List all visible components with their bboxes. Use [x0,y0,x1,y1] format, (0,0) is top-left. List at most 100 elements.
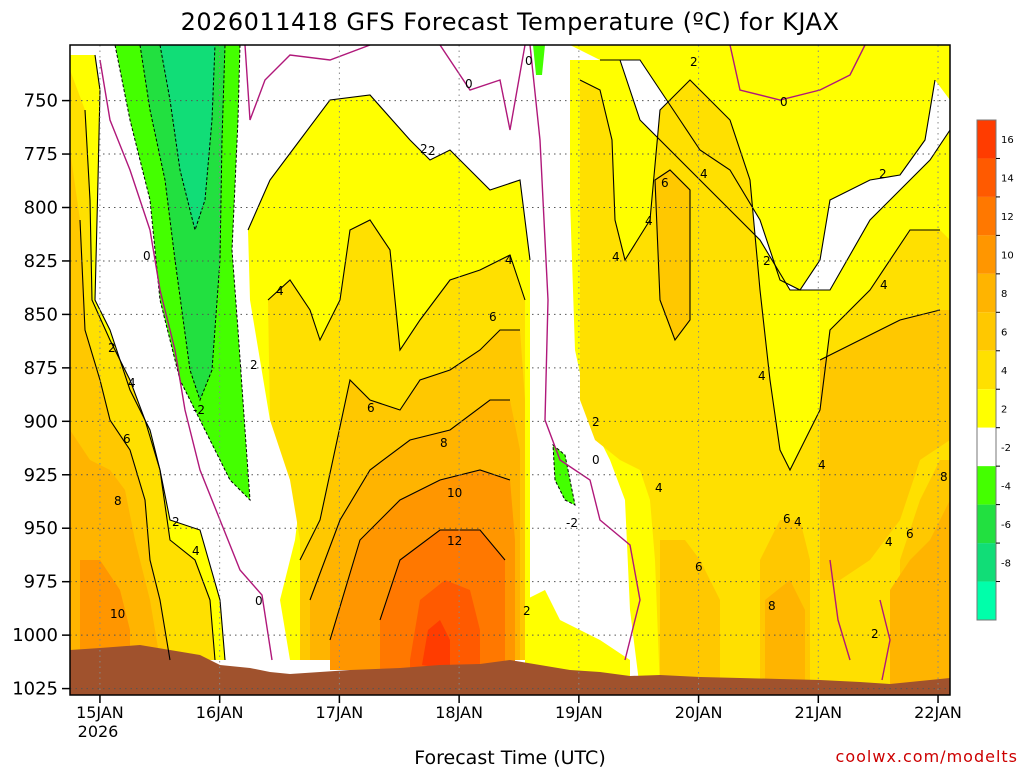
colorbar-label: 12 [1001,212,1014,223]
contour-label: 4 [794,515,802,529]
fill-region-8-10-c [890,500,950,690]
colorbar-label: -2 [1001,443,1011,454]
fill-region-2-4-e [525,590,630,690]
contour-line-6c [654,169,691,342]
colorbar-label: 14 [1001,174,1014,185]
contour-line-2d [600,59,936,291]
zero-isotherm-d [529,45,641,661]
y-tick-label: 950 [24,518,58,539]
y-tick-label: 800 [24,198,58,219]
plot-frame [69,44,951,696]
contour-line-12 [379,529,506,621]
colorbar-swatch [977,235,996,274]
fill-region-6-8-c [655,170,690,340]
time-gridlines [99,45,939,695]
contour-line-minus4 [139,45,226,402]
contour-label: 8 [768,599,776,613]
zero-isotherm-f [829,559,851,661]
zero-isotherm-c [439,45,526,131]
colorbar-swatch [977,273,996,313]
x-year-label: 2026 [78,722,119,741]
colorbar-label: 4 [1001,366,1007,377]
fill-region-2-4-c [570,45,950,290]
contour-label: 8 [114,494,122,508]
x-tick-label: 17JAN [316,703,364,722]
x-tick-label: 18JAN [435,703,483,722]
contour-label: 6 [695,560,703,574]
contour-line-4b [267,219,526,352]
contour-label: -2 [193,403,205,417]
y-tick-label: 825 [24,251,58,272]
contour-label: 2 [420,142,428,156]
colorbar-swatch [977,389,996,428]
chart-title: 2026011418 GFS Forecast Temperature (ºC)… [181,8,840,36]
contour-label: 4 [645,214,653,228]
y-tick-label: 750 [24,91,58,112]
contour-label: 0 [592,453,600,467]
y-tick-label: 900 [24,411,58,432]
contour-label: 6 [123,432,131,446]
temperature-field [70,45,950,695]
contour-label: 6 [906,527,914,541]
contour-label: 10 [447,486,462,500]
contour-line-2 [94,54,226,661]
terrain [70,645,950,695]
colorbar-swatch [977,466,996,505]
contour-label: 2 [172,515,180,529]
y-axis: 750 775 800 825 850 875 900 925 950 975 1000 1025 [12,91,70,700]
colorbar-swatch [977,350,996,390]
contour-label: 4 [885,535,893,549]
contour-line-minus2 [114,45,251,502]
fill-region-minus2-minus4-top [533,45,545,75]
contour-line-minus6 [159,45,216,232]
colorbar-swatch [977,312,996,351]
contour-label: 2 [428,144,436,158]
colorbar-swatch [977,543,996,582]
contour-labels: 0 0 0 0 0 0 2 2 2 2 2 2 2 2 2 2 2 -2 -2 … [108,54,948,641]
colorbar-label: 16 [1001,135,1014,146]
fill-region-minus6-minus8 [160,45,215,230]
colorbar-label: -4 [1001,481,1011,492]
colorbar-swatch [977,196,996,236]
contour-label: 2 [871,627,879,641]
contour-label: 8 [940,470,948,484]
x-tick-label: 21JAN [794,703,842,722]
y-tick-label: 1000 [12,625,58,646]
contour-label: 4 [700,167,708,181]
colorbar: 16 14 12 10 8 6 4 2 -2 -4 -6 -8 [976,119,1014,621]
contour-label: 4 [655,481,663,495]
contour-line-4 [84,109,216,661]
contour-label: 2 [879,167,887,181]
contour-line-6d [819,309,941,361]
colorbar-label: 8 [1001,289,1007,300]
contour-line-8 [309,399,510,601]
contour-label: 0 [255,594,263,608]
colorbar-label: 2 [1001,404,1007,415]
y-tick-label: 850 [24,304,58,325]
x-tick-label: 15JAN [76,703,124,722]
contour-label: 0 [465,77,473,91]
colorbar-swatch [977,581,996,620]
contour-label: 2 [763,254,771,268]
pressure-gridlines [70,100,950,690]
contour-label: 0 [143,249,151,263]
colorbar-label: 6 [1001,328,1007,339]
contour-label: 0 [780,95,788,109]
y-tick-label: 875 [24,358,58,379]
colorbar-swatch [977,427,996,467]
colorbar-label: -6 [1001,520,1011,531]
contour-label: 10 [110,607,125,621]
y-tick-label: 775 [24,144,58,165]
fill-region-6-8-d [660,540,720,690]
fill-region-16 [422,620,450,670]
colorbar-frame [976,119,997,621]
colorbar-swatch [977,504,996,544]
contour-label: 6 [489,310,497,324]
x-axis-title: Forecast Time (UTC) [414,747,605,768]
contour-label: 4 [880,278,888,292]
contour-label: 6 [367,401,375,415]
colorbar-swatch [977,120,996,159]
contour-line-4c [579,79,940,472]
x-tick-label: 20JAN [675,703,723,722]
